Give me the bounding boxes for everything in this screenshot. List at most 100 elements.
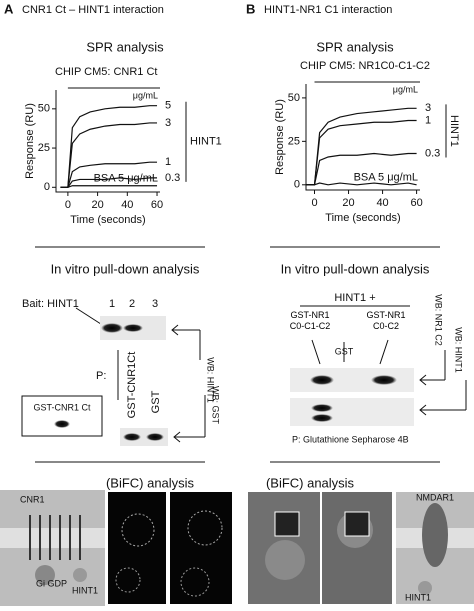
partner-label: HINT1 [405,592,431,602]
lane-label: GST [150,390,162,413]
series-label: 1 [165,156,171,168]
arrow [173,395,206,443]
cell [121,513,155,547]
series-label: BSA 5 μg/mL [94,173,158,185]
band [371,375,397,385]
p-label: P: [96,370,106,382]
y-axis-label: Response (RU) [274,99,286,175]
lane-number: 3 [152,298,158,310]
y-tick-label: 25 [288,135,300,147]
bifc-heading: (BiFC) analysis [266,475,355,490]
lane-number: 2 [129,298,135,310]
series-label: 0.3 [425,147,440,159]
x-axis-label: Time (seconds) [325,212,400,224]
micrograph [170,492,232,604]
wb-label: WB: GST [211,386,221,425]
band [54,420,70,428]
arrow [75,307,105,327]
y-tick-label: 0 [44,181,50,193]
y-axis-label: Response (RU) [24,103,36,179]
input-label: GST-CNR1 Ct [33,402,91,412]
x-tick-label: 0 [65,199,71,211]
arrow [419,380,467,416]
panel-title: HINT1-NR1 C1 interaction [264,4,392,16]
panel-title: CNR1 Ct – HINT1 interaction [22,4,164,16]
x-tick-label: 60 [410,197,422,209]
group-label: HINT1 [448,115,460,147]
spr-heading: SPR analysis [316,39,394,54]
curve [60,161,158,188]
curve [60,177,158,188]
micrograph [322,492,392,604]
inset [274,511,300,537]
x-tick-label: 40 [121,199,133,211]
g-label: Gi GDP [36,578,67,588]
band [101,323,123,333]
membrane [0,528,105,548]
x-tick-label: 20 [91,199,103,211]
bait-label: Bait: HINT1 [22,298,79,310]
unit-label: μg/mL [393,84,418,94]
hint1 [73,568,87,582]
series-label: 3 [425,102,431,114]
series-label: 0.3 [165,172,180,184]
series-label: BSA 5 μg/mL [354,172,418,184]
wb-label: WB: HINT1 [454,327,464,373]
x-tick-label: 60 [151,199,163,211]
wb-label: WB: HINT1 [206,357,216,403]
x-axis-label: Time (seconds) [70,214,145,226]
cell [180,567,210,597]
partner-label: HINT1 [72,585,98,595]
chip-label: CHIP CM5: CNR1 Ct [55,66,157,78]
cell [187,510,223,546]
band [146,433,164,441]
arrow [419,350,446,386]
lane-label: GST-NR1 C0-C1-C2 [289,310,331,331]
band [123,433,141,441]
p-label: P: Glutathione Sepharose 4B [292,434,409,444]
cell [265,540,305,580]
pulldown-heading: In vitro pull-down analysis [281,261,430,276]
lane-label-box: GST-NR1 C0-C2 [366,310,406,331]
lane-label: GST-NR1 C0-C2 [366,310,406,331]
curve [306,182,417,186]
chip-label: CHIP CM5: NR1C0-C1-C2 [300,60,430,72]
curve [60,105,158,188]
axis [55,90,160,193]
cell [115,567,141,593]
helix [29,515,81,560]
panel-letter: B [246,1,255,16]
panel-letter: A [4,1,14,16]
curve [306,152,417,186]
unit-label: μg/mL [133,90,158,100]
group-label: HINT1 + [334,292,375,304]
y-tick-label: 25 [38,142,50,154]
band [310,375,334,385]
g-protein [35,565,55,585]
micrograph [108,492,166,604]
curve [60,122,158,188]
y-tick-label: 50 [38,103,50,115]
receptor-label: CNR1 [20,494,45,504]
y-tick-label: 0 [294,179,300,191]
curve [306,119,417,186]
band [123,324,143,332]
arrow [311,339,389,365]
x-tick-label: 20 [342,197,354,209]
spr-heading: SPR analysis [86,39,164,54]
receptor-label: NMDAR1 [416,492,454,502]
blot [120,428,168,446]
input-box [21,395,103,437]
bifc-heading: (BiFC) analysis [106,475,195,490]
series-label: 3 [165,117,171,129]
hint1 [418,581,432,595]
curve [60,185,158,188]
pulldown-heading: In vitro pull-down analysis [51,261,200,276]
group-label: HINT1 [190,136,222,148]
lane-label-box: GST-NR1 C0-C1-C2 [289,310,331,331]
blot [290,398,414,426]
wb-label: WB: NR1 C2 [434,294,444,346]
band [311,414,333,422]
series-label: 1 [425,114,431,126]
